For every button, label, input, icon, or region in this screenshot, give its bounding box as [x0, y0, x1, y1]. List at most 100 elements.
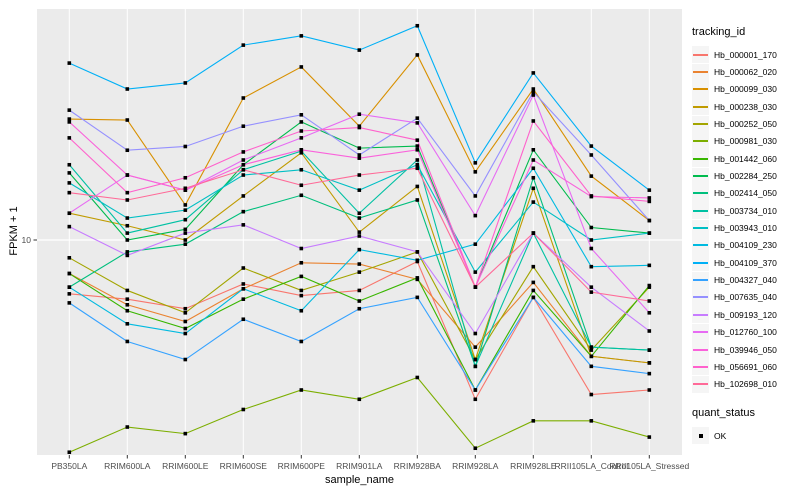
legend-entry: Hb_056691_060 [692, 358, 798, 376]
data-point [299, 34, 304, 38]
data-point [589, 174, 594, 178]
data-point [125, 190, 130, 195]
legend-key-line-icon [692, 375, 709, 393]
data-point [415, 250, 420, 254]
data-point [357, 153, 362, 157]
legend-entry: Hb_039946_050 [692, 341, 798, 359]
data-point [647, 329, 652, 333]
data-point [531, 90, 536, 94]
x-tick-label: RRIM600LA [104, 461, 151, 471]
data-point [67, 292, 72, 296]
data-point [299, 113, 304, 117]
legend-entry-label: Hb_000252_050 [714, 119, 777, 130]
legend-entry-label: Hb_001442_060 [714, 153, 777, 164]
legend-entry-label: Hb_000062_020 [714, 67, 777, 78]
legend-entry: Hb_002414_050 [692, 184, 798, 202]
data-point [647, 218, 652, 223]
data-point [67, 224, 72, 229]
data-point [299, 148, 304, 152]
x-tick-label: RRIM600PE [278, 461, 326, 471]
legend-entry: Hb_012760_100 [692, 323, 798, 341]
data-point [531, 87, 536, 91]
legend-entry-label: Hb_002284_250 [714, 171, 777, 182]
legend-key-line-icon [692, 63, 709, 81]
legend-entry-label: Hb_004109_370 [714, 257, 777, 268]
legend-entries: Hb_000001_170 Hb_000062_020 Hb_000099_030 H… [692, 46, 798, 393]
data-point [299, 246, 304, 251]
legend-entry-label: Hb_007635_040 [714, 292, 777, 303]
series-color-line-icon [693, 331, 708, 334]
series-color-line-icon [693, 175, 708, 178]
legend-entry: Hb_000238_030 [692, 98, 798, 116]
data-point [473, 357, 478, 362]
data-point [531, 419, 536, 423]
data-point [183, 203, 188, 207]
data-point [67, 450, 72, 455]
data-point [183, 357, 188, 362]
data-point [357, 146, 362, 150]
data-point [357, 299, 362, 303]
data-point [299, 388, 304, 392]
x-axis-title: sample_name [324, 474, 395, 486]
series-color-line-icon [693, 383, 708, 386]
data-point [589, 392, 594, 397]
data-point [357, 216, 362, 220]
data-point [357, 211, 362, 216]
data-point [183, 175, 188, 180]
series-color-line-icon [693, 227, 708, 230]
legend-key-line-icon [692, 184, 709, 202]
data-point [589, 285, 594, 289]
data-point [589, 225, 594, 230]
data-point [183, 188, 188, 192]
data-point [125, 231, 130, 235]
data-point [67, 301, 72, 305]
series-color-line-icon [693, 53, 708, 56]
legend-entry: Hb_102698_010 [692, 375, 798, 393]
quant-ok-key [692, 427, 709, 445]
data-point [125, 216, 130, 220]
data-point [415, 198, 420, 202]
data-point [125, 87, 130, 91]
x-tick-label: RRIM901LA [336, 461, 383, 471]
legend-entry-label: Hb_102698_010 [714, 379, 777, 390]
data-point [241, 286, 246, 291]
legend-entry: Hb_004327_040 [692, 271, 798, 289]
data-point [241, 162, 246, 167]
data-point [299, 65, 304, 69]
data-point [241, 167, 246, 172]
data-point [357, 397, 362, 402]
series-color-line-icon [693, 296, 708, 299]
data-point [589, 194, 594, 198]
data-point [647, 199, 652, 204]
legend-entry: Hb_004109_370 [692, 254, 798, 272]
data-point [415, 276, 420, 280]
legend-key-line-icon [692, 98, 709, 116]
data-point [183, 238, 188, 242]
data-point [647, 299, 652, 303]
data-point [125, 308, 130, 313]
series-color-line-icon [693, 105, 708, 108]
data-point [415, 295, 420, 300]
data-point [125, 198, 130, 202]
series-color-line-icon [693, 140, 708, 143]
data-point [299, 274, 304, 279]
data-point [647, 361, 652, 365]
data-point [241, 124, 246, 128]
series-color-line-icon [693, 365, 708, 368]
data-point [357, 230, 362, 234]
data-point [241, 266, 246, 270]
y-axis-title: FPKM + 1 [8, 206, 20, 256]
data-point [241, 43, 246, 47]
legend-key-line-icon [692, 115, 709, 133]
data-point [473, 285, 478, 289]
legend-key-line-icon [692, 150, 709, 168]
legend-entry: Hb_000252_050 [692, 115, 798, 133]
legend-entry: Hb_007635_040 [692, 288, 798, 306]
data-point [647, 371, 652, 376]
data-point [647, 231, 652, 235]
data-point [183, 242, 188, 246]
legend-entry: Hb_000001_170 [692, 46, 798, 64]
data-point [531, 280, 536, 285]
y-tick-label: 10 [22, 235, 32, 245]
data-point [299, 288, 304, 293]
